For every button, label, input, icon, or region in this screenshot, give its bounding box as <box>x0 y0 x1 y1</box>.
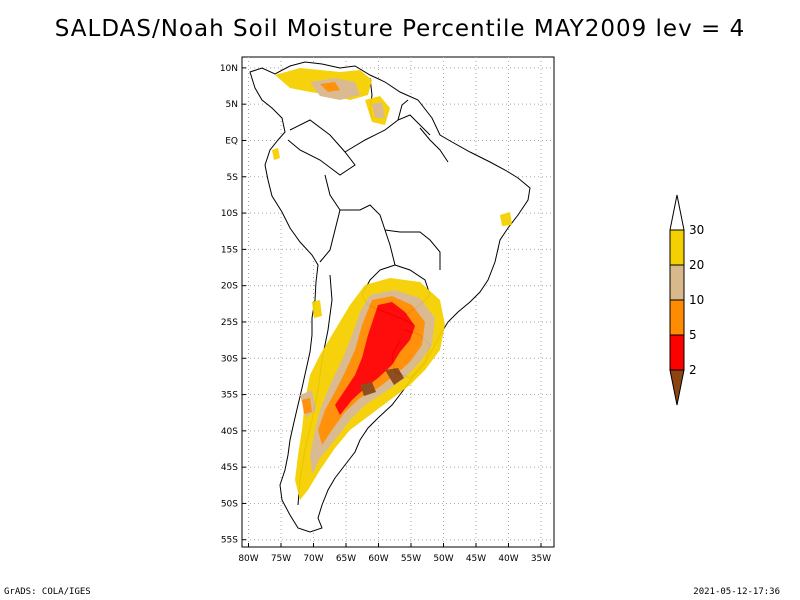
soil-moisture-shading <box>272 68 512 500</box>
longitude-labels: 80W 75W 70W 65W 60W 55W 50W 45W 40W 35W <box>238 543 551 564</box>
legend-label: 10 <box>689 293 704 307</box>
lat-tick-label: 45S <box>221 463 238 473</box>
legend-label: 20 <box>689 258 704 272</box>
legend-label: 2 <box>689 363 697 377</box>
lon-tick-label: 35W <box>531 554 551 564</box>
footer-credit: GrADS: COLA/IGES <box>4 587 91 597</box>
legend-label: 30 <box>689 223 704 237</box>
lat-tick-label: 5N <box>226 100 238 110</box>
lat-tick-label: 15S <box>221 245 238 255</box>
map-frame <box>241 56 555 548</box>
lon-tick-label: 60W <box>368 554 388 564</box>
lon-tick-label: 45W <box>466 554 486 564</box>
legend-colorbar: 30 20 10 5 2 <box>669 194 704 406</box>
legend-box <box>669 299 685 336</box>
legend-box <box>669 334 685 371</box>
lon-tick-label: 80W <box>238 554 258 564</box>
legend-box <box>669 229 685 266</box>
lat-tick-label: 5S <box>227 173 239 183</box>
legend-bottom-arrow <box>669 369 685 406</box>
legend-label: 5 <box>689 328 697 342</box>
lat-tick-label: 50S <box>221 499 238 509</box>
lon-tick-label: 70W <box>303 554 323 564</box>
lat-tick-label: 25S <box>221 318 238 328</box>
map-title: SALDAS/Noah Soil Moisture Percentile MAY… <box>54 16 746 42</box>
lat-tick-label: EQ <box>225 136 238 146</box>
lat-tick-label: 10N <box>220 64 238 74</box>
lon-tick-label: 50W <box>433 554 453 564</box>
lon-tick-label: 40W <box>498 554 518 564</box>
lat-tick-label: 20S <box>221 282 238 292</box>
legend-top-arrow <box>669 194 685 231</box>
lat-tick-label: 35S <box>221 391 238 401</box>
latitude-labels: 10N 5N EQ 5S 10S 15S 20S 25S 30S 35S 40S 45S 50S 55S <box>220 64 246 546</box>
lon-tick-label: 55W <box>401 554 421 564</box>
lat-tick-label: 55S <box>221 536 238 546</box>
lat-tick-label: 30S <box>221 354 238 364</box>
lon-tick-label: 75W <box>271 554 291 564</box>
legend-box <box>669 264 685 301</box>
lat-tick-label: 10S <box>221 209 238 219</box>
footer-timestamp: 2021-05-12-17:36 <box>693 587 780 597</box>
lat-tick-label: 40S <box>221 427 238 437</box>
lon-tick-label: 65W <box>336 554 356 564</box>
